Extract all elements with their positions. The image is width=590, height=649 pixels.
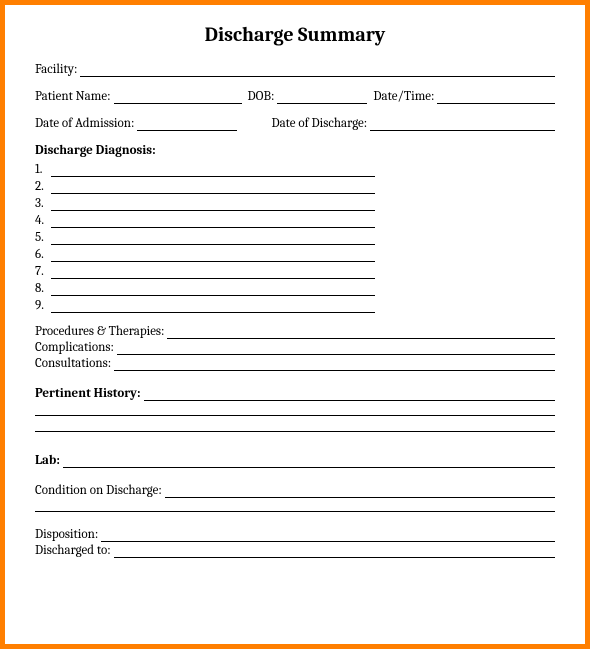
diagnosis-num: 4. [35,213,51,228]
diagnosis-blank[interactable] [51,249,375,262]
procedures-blank[interactable] [167,326,555,339]
condition-row: Condition on Discharge: [35,482,555,498]
procedures-label: Procedures & Therapies: [35,324,166,339]
complications-blank[interactable] [117,342,555,355]
facility-label: Facility: [35,62,79,77]
diagnosis-blank[interactable] [51,300,375,313]
pertinent-block: Pertinent History: [35,385,555,432]
disposition-blank[interactable] [101,529,555,542]
complications-row: Complications: [35,339,555,355]
lab-blank[interactable] [63,455,555,468]
lab-heading: Lab: [35,453,62,468]
discharged-to-label: Discharged to: [35,543,113,558]
pertinent-line[interactable] [35,417,555,432]
diagnosis-blank[interactable] [51,215,375,228]
procedures-block: Procedures & Therapies: Complications: C… [35,323,555,371]
admission-blank[interactable] [137,117,237,131]
condition-line[interactable] [35,498,555,512]
diagnosis-blank[interactable] [51,232,375,245]
pertinent-blank[interactable] [144,388,555,401]
diagnosis-row: 8. [35,280,375,296]
diagnosis-num: 5. [35,230,51,245]
diagnosis-num: 9. [35,298,51,313]
diagnosis-num: 3. [35,196,51,211]
discharged-to-row: Discharged to: [35,542,555,558]
admission-label: Date of Admission: [35,116,136,131]
diagnosis-blank[interactable] [51,266,375,279]
complications-label: Complications: [35,340,116,355]
diagnosis-heading: Discharge Diagnosis: [35,143,555,158]
diagnosis-blank[interactable] [51,283,375,296]
form-title: Discharge Summary [35,23,555,46]
dob-label: DOB: [248,89,277,104]
diagnosis-num: 2. [35,179,51,194]
diagnosis-blank[interactable] [51,181,375,194]
dob-blank[interactable] [277,90,367,104]
disposition-label: Disposition: [35,527,100,542]
diagnosis-num: 7. [35,264,51,279]
disposition-block: Disposition: Discharged to: [35,526,555,558]
diagnosis-num: 6. [35,247,51,262]
condition-block: Condition on Discharge: [35,482,555,512]
diagnosis-row: 5. [35,229,375,245]
consultations-label: Consultations: [35,356,113,371]
patient-name-blank[interactable] [114,90,242,104]
diagnosis-row: 6. [35,246,375,262]
diagnosis-row: 3. [35,195,375,211]
diagnosis-blank[interactable] [51,198,375,211]
disposition-row: Disposition: [35,526,555,542]
diagnosis-num: 8. [35,281,51,296]
facility-row: Facility: [35,62,555,77]
admission-row: Date of Admission: Date of Discharge: [35,116,555,131]
diagnosis-list: 1. 2. 3. 4. 5. 6. 7. 8. 9. [35,161,375,313]
pertinent-heading: Pertinent History: [35,386,143,401]
lab-row: Lab: [35,452,555,468]
consultations-blank[interactable] [114,358,555,371]
discharge-date-label: Date of Discharge: [271,116,369,131]
diagnosis-row: 1. [35,161,375,177]
facility-blank[interactable] [80,63,555,77]
diagnosis-num: 1. [35,162,51,177]
discharged-to-blank[interactable] [114,545,555,558]
procedures-row: Procedures & Therapies: [35,323,555,339]
patient-row: Patient Name: DOB: Date/Time: [35,89,555,104]
pertinent-line[interactable] [35,401,555,416]
form-page: Discharge Summary Facility: Patient Name… [0,0,590,649]
patient-name-label: Patient Name: [35,89,113,104]
diagnosis-row: 7. [35,263,375,279]
diagnosis-row: 4. [35,212,375,228]
diagnosis-row: 9. [35,297,375,313]
datetime-blank[interactable] [437,90,555,104]
pertinent-row: Pertinent History: [35,385,555,401]
lab-block: Lab: [35,452,555,468]
condition-blank[interactable] [165,485,555,498]
datetime-label: Date/Time: [373,89,436,104]
diagnosis-row: 2. [35,178,375,194]
consultations-row: Consultations: [35,355,555,371]
condition-label: Condition on Discharge: [35,483,164,498]
diagnosis-blank[interactable] [51,164,375,177]
discharge-date-blank[interactable] [370,117,555,131]
